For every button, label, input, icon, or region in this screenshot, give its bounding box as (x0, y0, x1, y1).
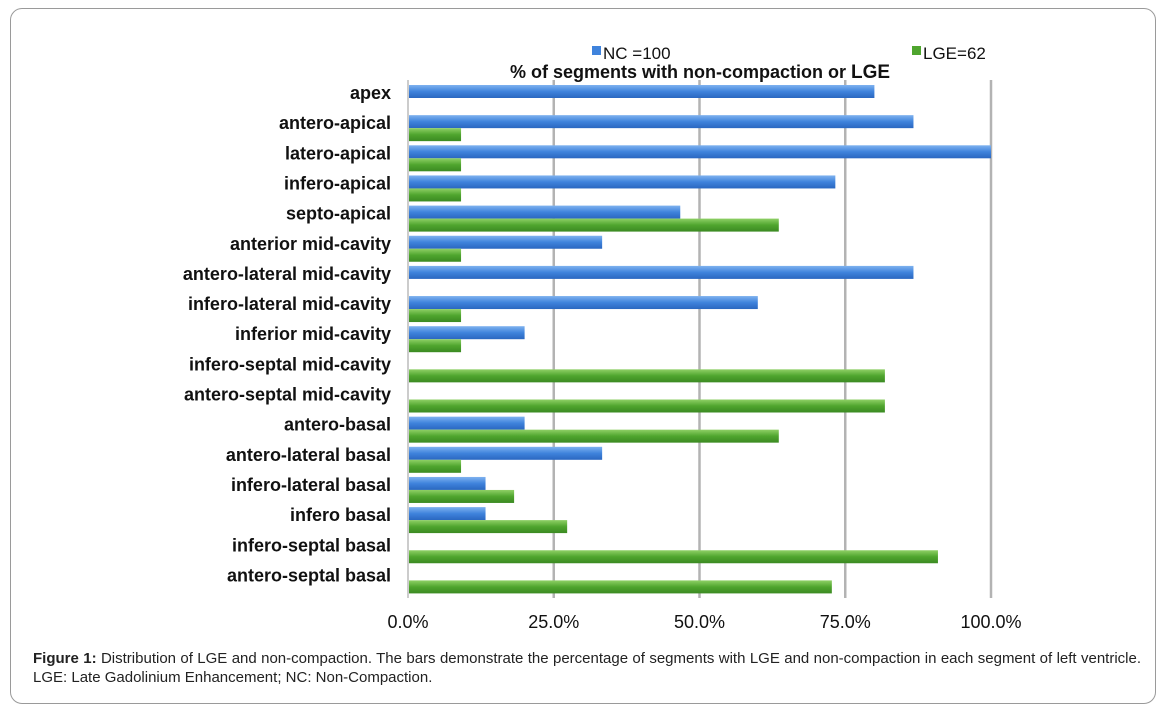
legend-label-lge: LGE=62 (923, 44, 986, 63)
legend-swatch-lge (912, 46, 921, 55)
chart-title: % of segments with non-compaction or LGE (510, 62, 890, 83)
bar-nc-inferior-mid-cavity (409, 326, 525, 340)
category-label-infero-septal-basal: infero-septal basal (232, 535, 391, 555)
x-tick-label-0: 0.0% (387, 612, 428, 632)
x-tick-labels: 0.0% 25.0% 50.0% 75.0% 100.0% (387, 612, 1021, 632)
bar-nc-antero-lateral-mid-cavity (409, 265, 914, 279)
category-label-antero-septal-basal: antero-septal basal (227, 565, 391, 585)
bar-nc-antero-basal (409, 416, 525, 430)
bar-lge-infero-basal (409, 520, 568, 534)
category-label-antero-basal: antero-basal (284, 415, 391, 435)
x-tick-label-1: 25.0% (528, 612, 579, 632)
bar-nc-latero-apical (409, 145, 991, 159)
bar-nc-anterior-mid-cavity (409, 235, 603, 249)
bar-lge-antero-basal (409, 429, 779, 443)
bar-lge-infero-lateral-mid-cavity (409, 309, 462, 323)
category-label-inferior-mid-cavity: inferior mid-cavity (235, 324, 391, 344)
category-labels: apex antero-apical latero-apical infero-api… (183, 83, 391, 585)
bar-nc-infero-lateral-basal (409, 476, 486, 490)
chart-title-text: % of segments with non-compaction or (510, 62, 851, 82)
bar-lge-antero-septal-basal (409, 580, 832, 594)
bar-lge-infero-septal-mid-cavity (409, 369, 885, 383)
figure-caption: Figure 1: Distribution of LGE and non-co… (33, 649, 1141, 687)
bar-lge-latero-apical (409, 158, 462, 172)
bar-lge-septo-apical (409, 218, 779, 232)
bar-nc-antero-apical (409, 115, 914, 129)
category-label-apex: apex (350, 83, 391, 103)
category-label-infero-apical: infero-apical (284, 173, 391, 193)
category-label-antero-lateral-mid-cavity: antero-lateral mid-cavity (183, 264, 391, 284)
bar-nc-infero-apical (409, 175, 836, 189)
legend-label-nc: NC =100 (603, 44, 671, 63)
bars (409, 85, 991, 594)
x-tick-label-2: 50.0% (674, 612, 725, 632)
bar-lge-antero-lateral-basal (409, 459, 462, 473)
x-tick-label-4: 100.0% (960, 612, 1021, 632)
bar-nc-infero-lateral-mid-cavity (409, 296, 758, 310)
category-label-antero-apical: antero-apical (279, 113, 391, 133)
category-label-antero-lateral-basal: antero-lateral basal (226, 445, 391, 465)
bar-nc-septo-apical (409, 205, 681, 219)
bar-lge-antero-apical (409, 128, 462, 142)
bar-lge-anterior-mid-cavity (409, 248, 462, 262)
bar-lge-antero-septal-mid-cavity (409, 399, 885, 413)
grid-lines (407, 80, 993, 598)
bar-nc-infero-basal (409, 507, 486, 521)
bar-lge-infero-lateral-basal (409, 489, 515, 503)
category-label-anterior-mid-cavity: anterior mid-cavity (230, 234, 391, 254)
category-label-antero-septal-mid-cavity: antero-septal mid-cavity (184, 385, 391, 405)
category-label-infero-lateral-basal: infero-lateral basal (231, 475, 391, 495)
bar-lge-infero-septal-basal (409, 550, 938, 564)
legend-swatch-nc (592, 46, 601, 55)
category-label-infero-lateral-mid-cavity: infero-lateral mid-cavity (188, 294, 391, 314)
category-label-latero-apical: latero-apical (285, 143, 391, 163)
legend: NC =100 LGE=62 (592, 44, 986, 63)
caption-label: Figure 1: (33, 650, 97, 667)
x-tick-label-3: 75.0% (820, 612, 871, 632)
caption-text: Distribution of LGE and non-compaction. … (33, 650, 1142, 686)
bar-chart: apex antero-apical latero-apical infero-api… (183, 44, 1022, 632)
bar-lge-infero-apical (409, 188, 462, 202)
chart-title-emphasis: LGE (851, 62, 890, 83)
bar-nc-antero-lateral-basal (409, 446, 603, 460)
category-label-infero-septal-mid-cavity: infero-septal mid-cavity (189, 354, 391, 374)
bar-lge-inferior-mid-cavity (409, 339, 462, 353)
bar-nc-apex (409, 85, 875, 98)
category-label-infero-basal: infero basal (290, 505, 391, 525)
category-label-septo-apical: septo-apical (286, 204, 391, 224)
